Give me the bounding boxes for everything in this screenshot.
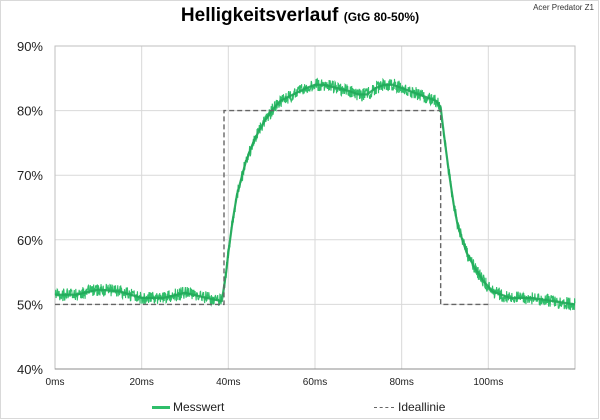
- y-tick-label: 50%: [17, 297, 43, 312]
- y-tick-label: 70%: [17, 168, 43, 183]
- legend-label-messwert: Messwert: [173, 400, 225, 414]
- x-tick-label: 20ms: [129, 377, 153, 388]
- y-tick-label: 60%: [17, 233, 43, 248]
- series-messwert-core: [55, 83, 576, 306]
- legend-swatch-ideallinie: [374, 406, 394, 408]
- chart-subtitle: (GtG 80-50%): [343, 10, 420, 24]
- x-tick-label: 80ms: [389, 377, 413, 388]
- x-tick-label: 100ms: [473, 377, 503, 388]
- y-tick-label: 80%: [17, 104, 43, 119]
- y-tick-label: 90%: [17, 39, 43, 54]
- legend-label-ideallinie: Ideallinie: [398, 400, 446, 414]
- x-tick-label: 0ms: [46, 377, 65, 388]
- legend-item-messwert: Messwert: [152, 400, 224, 414]
- chart-title-block: Helligkeitsverlauf (GtG 80-50%): [0, 5, 600, 27]
- x-tick-label: 40ms: [216, 377, 240, 388]
- chart-title: Helligkeitsverlauf: [180, 5, 339, 26]
- device-label: Acer Predator Z1: [533, 3, 594, 12]
- y-axis-ticks: 40% 50% 60% 70% 80% 90%: [17, 39, 43, 377]
- brightness-line-chart: 40% 50% 60% 70% 80% 90% 0ms 20ms 40ms 60ms 80ms 10…: [17, 39, 576, 388]
- legend-item-ideallinie: Ideallinie: [374, 400, 445, 414]
- series-ideallinie: [55, 109, 489, 306]
- series-layer: [54, 77, 576, 311]
- grid-lines: [54, 45, 576, 370]
- legend-swatch-messwert: [152, 405, 170, 409]
- x-axis-ticks: 0ms 20ms 40ms 60ms 80ms 100ms: [46, 377, 504, 388]
- y-tick-label: 40%: [17, 362, 43, 377]
- chart-legend: Messwert Ideallinie: [0, 400, 600, 420]
- x-tick-label: 60ms: [303, 377, 327, 388]
